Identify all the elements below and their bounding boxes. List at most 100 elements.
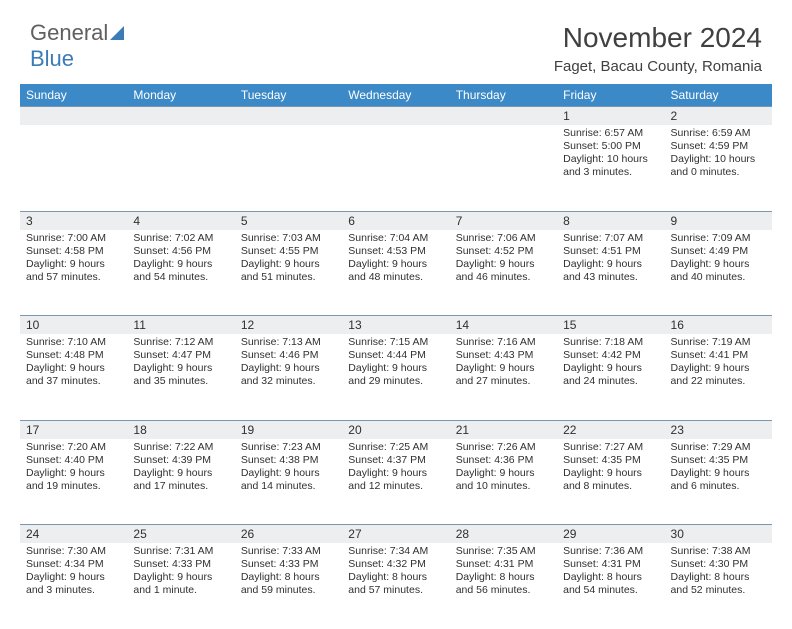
calendar-daynum-row: 17181920212223 xyxy=(20,420,772,439)
calendar-data-cell: Sunrise: 7:02 AMSunset: 4:56 PMDaylight:… xyxy=(127,230,234,316)
day-data: Sunrise: 7:36 AMSunset: 4:31 PMDaylight:… xyxy=(557,543,664,601)
calendar-data-cell: Sunrise: 7:34 AMSunset: 4:32 PMDaylight:… xyxy=(342,543,449,629)
calendar-daynum-cell: 19 xyxy=(235,420,342,439)
calendar-daynum-cell: 25 xyxy=(127,525,234,544)
calendar-data-cell xyxy=(450,125,557,211)
day-number: 22 xyxy=(557,421,664,439)
calendar-data-cell: Sunrise: 6:57 AMSunset: 5:00 PMDaylight:… xyxy=(557,125,664,211)
day-data: Sunrise: 7:25 AMSunset: 4:37 PMDaylight:… xyxy=(342,439,449,497)
day-data: Sunrise: 7:34 AMSunset: 4:32 PMDaylight:… xyxy=(342,543,449,601)
day-number: 26 xyxy=(235,525,342,543)
calendar-daynum-cell: 29 xyxy=(557,525,664,544)
calendar-daynum-cell: 10 xyxy=(20,316,127,335)
day-number: 15 xyxy=(557,316,664,334)
calendar-data-cell: Sunrise: 7:33 AMSunset: 4:33 PMDaylight:… xyxy=(235,543,342,629)
calendar-daynum-cell xyxy=(127,107,234,126)
calendar-data-cell: Sunrise: 7:29 AMSunset: 4:35 PMDaylight:… xyxy=(665,439,772,525)
calendar-daynum-cell xyxy=(20,107,127,126)
calendar-daynum-cell: 21 xyxy=(450,420,557,439)
day-data: Sunrise: 7:38 AMSunset: 4:30 PMDaylight:… xyxy=(665,543,772,601)
day-data: Sunrise: 7:19 AMSunset: 4:41 PMDaylight:… xyxy=(665,334,772,392)
calendar-data-cell: Sunrise: 7:07 AMSunset: 4:51 PMDaylight:… xyxy=(557,230,664,316)
day-number: 28 xyxy=(450,525,557,543)
day-data: Sunrise: 7:23 AMSunset: 4:38 PMDaylight:… xyxy=(235,439,342,497)
calendar-daynum-cell: 5 xyxy=(235,211,342,230)
calendar-daynum-cell xyxy=(450,107,557,126)
day-number: 21 xyxy=(450,421,557,439)
day-number: 5 xyxy=(235,212,342,230)
calendar-daynum-cell: 6 xyxy=(342,211,449,230)
calendar-data-cell xyxy=(127,125,234,211)
logo-text-2: Blue xyxy=(30,46,74,71)
day-data: Sunrise: 7:22 AMSunset: 4:39 PMDaylight:… xyxy=(127,439,234,497)
calendar-header-row: SundayMondayTuesdayWednesdayThursdayFrid… xyxy=(20,84,772,107)
logo-triangle-icon xyxy=(110,26,124,40)
calendar-daynum-cell: 12 xyxy=(235,316,342,335)
day-number: 3 xyxy=(20,212,127,230)
logo: General Blue xyxy=(30,20,124,72)
calendar-data-cell: Sunrise: 7:27 AMSunset: 4:35 PMDaylight:… xyxy=(557,439,664,525)
calendar-data-cell: Sunrise: 7:20 AMSunset: 4:40 PMDaylight:… xyxy=(20,439,127,525)
day-number: 30 xyxy=(665,525,772,543)
calendar-header-cell: Tuesday xyxy=(235,84,342,107)
calendar-data-cell: Sunrise: 7:36 AMSunset: 4:31 PMDaylight:… xyxy=(557,543,664,629)
calendar-data-cell: Sunrise: 7:30 AMSunset: 4:34 PMDaylight:… xyxy=(20,543,127,629)
calendar-daynum-cell: 4 xyxy=(127,211,234,230)
calendar-daynum-cell: 3 xyxy=(20,211,127,230)
day-number: 25 xyxy=(127,525,234,543)
calendar-daynum-row: 3456789 xyxy=(20,211,772,230)
day-number: 7 xyxy=(450,212,557,230)
day-number: 6 xyxy=(342,212,449,230)
day-data: Sunrise: 7:15 AMSunset: 4:44 PMDaylight:… xyxy=(342,334,449,392)
day-data: Sunrise: 6:57 AMSunset: 5:00 PMDaylight:… xyxy=(557,125,664,183)
day-number: 14 xyxy=(450,316,557,334)
calendar-data-cell: Sunrise: 7:13 AMSunset: 4:46 PMDaylight:… xyxy=(235,334,342,420)
calendar-data-cell: Sunrise: 7:12 AMSunset: 4:47 PMDaylight:… xyxy=(127,334,234,420)
calendar-daynum-cell: 15 xyxy=(557,316,664,335)
day-number: 4 xyxy=(127,212,234,230)
day-number: 13 xyxy=(342,316,449,334)
day-number: 23 xyxy=(665,421,772,439)
logo-text-1: General xyxy=(30,20,108,45)
calendar-data-cell: Sunrise: 7:22 AMSunset: 4:39 PMDaylight:… xyxy=(127,439,234,525)
calendar-data-cell: Sunrise: 7:06 AMSunset: 4:52 PMDaylight:… xyxy=(450,230,557,316)
calendar-daynum-cell: 24 xyxy=(20,525,127,544)
calendar-daynum-cell: 23 xyxy=(665,420,772,439)
calendar-data-cell: Sunrise: 7:00 AMSunset: 4:58 PMDaylight:… xyxy=(20,230,127,316)
day-number: 29 xyxy=(557,525,664,543)
calendar-daynum-cell: 8 xyxy=(557,211,664,230)
day-number: 27 xyxy=(342,525,449,543)
day-data: Sunrise: 7:12 AMSunset: 4:47 PMDaylight:… xyxy=(127,334,234,392)
calendar-daynum-row: 10111213141516 xyxy=(20,316,772,335)
calendar-daynum-cell xyxy=(235,107,342,126)
day-number: 11 xyxy=(127,316,234,334)
calendar-data-row: Sunrise: 6:57 AMSunset: 5:00 PMDaylight:… xyxy=(20,125,772,211)
calendar-daynum-cell: 7 xyxy=(450,211,557,230)
day-number: 19 xyxy=(235,421,342,439)
calendar-daynum-cell: 22 xyxy=(557,420,664,439)
calendar-header-cell: Monday xyxy=(127,84,234,107)
day-number: 2 xyxy=(665,107,772,125)
day-data: Sunrise: 7:35 AMSunset: 4:31 PMDaylight:… xyxy=(450,543,557,601)
day-number: 16 xyxy=(665,316,772,334)
calendar-daynum-cell: 14 xyxy=(450,316,557,335)
calendar-header-cell: Friday xyxy=(557,84,664,107)
day-number: 12 xyxy=(235,316,342,334)
day-data: Sunrise: 7:09 AMSunset: 4:49 PMDaylight:… xyxy=(665,230,772,288)
day-number: 10 xyxy=(20,316,127,334)
calendar-data-cell: Sunrise: 6:59 AMSunset: 4:59 PMDaylight:… xyxy=(665,125,772,211)
day-number: 9 xyxy=(665,212,772,230)
calendar-data-cell: Sunrise: 7:19 AMSunset: 4:41 PMDaylight:… xyxy=(665,334,772,420)
calendar-daynum-cell: 26 xyxy=(235,525,342,544)
calendar-daynum-cell: 27 xyxy=(342,525,449,544)
calendar-daynum-cell: 18 xyxy=(127,420,234,439)
calendar-daynum-cell: 13 xyxy=(342,316,449,335)
calendar-data-cell: Sunrise: 7:38 AMSunset: 4:30 PMDaylight:… xyxy=(665,543,772,629)
calendar-data-row: Sunrise: 7:30 AMSunset: 4:34 PMDaylight:… xyxy=(20,543,772,629)
calendar-daynum-cell: 2 xyxy=(665,107,772,126)
calendar-daynum-cell: 30 xyxy=(665,525,772,544)
day-data: Sunrise: 7:13 AMSunset: 4:46 PMDaylight:… xyxy=(235,334,342,392)
calendar-daynum-row: 12 xyxy=(20,107,772,126)
day-data: Sunrise: 7:16 AMSunset: 4:43 PMDaylight:… xyxy=(450,334,557,392)
calendar-header-cell: Saturday xyxy=(665,84,772,107)
